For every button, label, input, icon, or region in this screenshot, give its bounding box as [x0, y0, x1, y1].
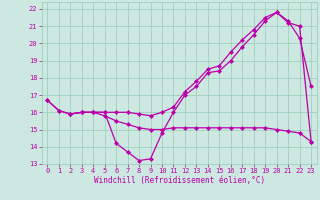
X-axis label: Windchill (Refroidissement éolien,°C): Windchill (Refroidissement éolien,°C) [94, 176, 265, 185]
